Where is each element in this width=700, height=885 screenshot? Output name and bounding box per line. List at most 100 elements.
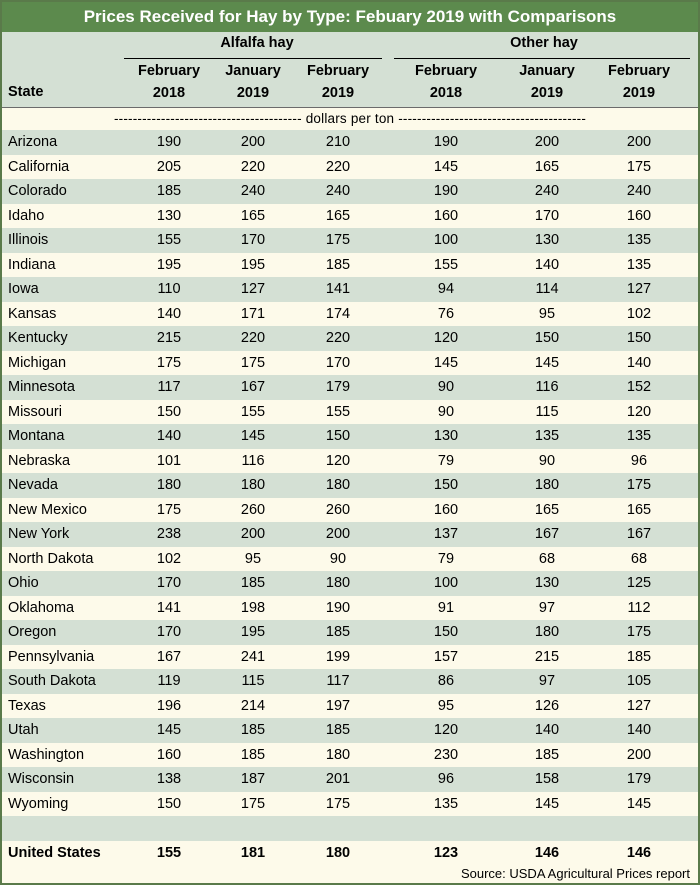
state-name: New Mexico <box>8 501 87 518</box>
price-cell: 175 <box>240 795 266 812</box>
table-row: Montana 140 145 150 130 135 135 <box>2 424 698 449</box>
price-cell: 240 <box>240 183 266 199</box>
table-row: Nebraska 101 116 120 79 90 96 <box>2 448 698 473</box>
state-name: Minnesota <box>8 379 75 395</box>
table-row: Pennsylvania 167 241 199 157 215 185 <box>2 644 698 669</box>
price-cell: 197 <box>325 697 351 714</box>
price-cell: 145 <box>156 722 182 738</box>
price-cell: 130 <box>156 207 182 224</box>
price-cell: 175 <box>240 354 266 371</box>
total-row: United States 155 181 180 123 146 146 <box>2 840 698 865</box>
price-cell: 101 <box>156 452 182 469</box>
price-cell: 90 <box>538 452 556 469</box>
price-cell: 170 <box>156 575 182 591</box>
state-name: Nebraska <box>8 452 71 469</box>
price-cell: 165 <box>240 207 266 224</box>
price-cell: 155 <box>156 232 182 248</box>
table-row: Utah 145 185 185 120 140 140 <box>2 718 698 743</box>
table-title: Prices Received for Hay by Type: Febuary… <box>2 2 698 32</box>
state-name: Iowa <box>8 281 39 297</box>
price-cell: 180 <box>325 746 351 763</box>
price-cell: 114 <box>535 281 559 297</box>
price-cell: 100 <box>433 575 459 591</box>
price-cell: 190 <box>325 599 351 616</box>
price-cell: 155 <box>240 403 266 420</box>
state-name: Colorado <box>8 183 67 199</box>
price-cell: 130 <box>534 575 560 591</box>
price-cell: 175 <box>626 624 652 640</box>
price-cell: 165 <box>325 207 351 224</box>
state-column-header: State <box>8 84 44 100</box>
table-row: Wyoming 150 175 175 135 145 145 <box>2 791 698 816</box>
price-cell: 91 <box>437 599 455 616</box>
price-cell: 190 <box>433 183 459 199</box>
price-cell: 120 <box>433 722 459 738</box>
price-cell: 125 <box>626 575 652 591</box>
state-name: Indiana <box>8 256 56 273</box>
table-row: California 205 220 220 145 165 175 <box>2 154 698 179</box>
state-name: Ohio <box>8 575 39 591</box>
group-title-other: Other hay <box>510 35 578 51</box>
table-row: Texas 196 214 197 95 126 127 <box>2 693 698 718</box>
price-cell: 195 <box>240 624 266 640</box>
price-cell: 90 <box>329 550 347 567</box>
price-cell: 201 <box>325 771 351 787</box>
price-cell: 180 <box>325 477 351 493</box>
price-cell: 110 <box>157 281 181 297</box>
table-row: Washington 160 185 180 230 185 200 <box>2 742 698 767</box>
price-cell: 199 <box>325 648 351 665</box>
price-cell: 170 <box>156 624 182 640</box>
price-cell: 117 <box>326 673 350 689</box>
price-cell: 135 <box>626 256 652 273</box>
state-name: Washington <box>8 746 85 763</box>
state-name: Illinois <box>8 232 49 248</box>
price-cell: 167 <box>534 526 560 542</box>
column-header: January 2019 <box>519 63 575 101</box>
total-value: 180 <box>325 844 351 861</box>
price-cell: 260 <box>240 501 266 518</box>
table-row: New York 238 200 200 137 167 167 <box>2 522 698 547</box>
group-rule-other <box>394 58 690 59</box>
table-row: Nevada 180 180 180 150 180 175 <box>2 473 698 498</box>
price-cell: 155 <box>433 256 459 273</box>
total-value: 146 <box>626 844 652 861</box>
state-name: Pennsylvania <box>8 648 95 665</box>
price-cell: 195 <box>240 256 266 273</box>
price-cell: 120 <box>433 330 459 346</box>
price-cell: 175 <box>626 158 652 175</box>
price-cell: 102 <box>626 305 652 322</box>
price-cell: 150 <box>626 330 652 346</box>
price-cell: 238 <box>156 526 182 542</box>
price-cell: 68 <box>538 550 556 567</box>
state-name: Oregon <box>8 624 57 640</box>
table-row: Kentucky 215 220 220 120 150 150 <box>2 326 698 351</box>
state-name: Wisconsin <box>8 771 75 787</box>
price-cell: 135 <box>626 232 652 248</box>
price-cell: 90 <box>437 403 455 420</box>
price-cell: 200 <box>626 746 652 763</box>
price-cell: 175 <box>325 795 351 812</box>
price-cell: 130 <box>534 232 560 248</box>
units-label: ----------------------------------------… <box>2 108 698 130</box>
price-cell: 150 <box>325 428 351 444</box>
price-cell: 79 <box>437 550 455 567</box>
table-row: Ohio 170 185 180 100 130 125 <box>2 571 698 596</box>
price-cell: 120 <box>626 403 652 420</box>
total-value: 155 <box>156 844 182 861</box>
price-cell: 127 <box>626 697 652 714</box>
state-name: Idaho <box>8 207 45 224</box>
state-name: Kansas <box>8 305 57 322</box>
price-cell: 145 <box>534 354 560 371</box>
price-cell: 150 <box>433 624 459 640</box>
price-cell: 116 <box>241 452 265 469</box>
price-cell: 137 <box>433 526 459 542</box>
price-cell: 167 <box>240 379 266 395</box>
table-row: Idaho 130 165 165 160 170 160 <box>2 203 698 228</box>
column-header: February 2018 <box>137 63 201 101</box>
price-cell: 185 <box>325 256 351 273</box>
price-cell: 240 <box>626 183 652 199</box>
state-name: Utah <box>8 722 39 738</box>
price-cell: 215 <box>156 330 182 346</box>
state-name: Montana <box>8 428 65 444</box>
price-cell: 175 <box>325 232 351 248</box>
